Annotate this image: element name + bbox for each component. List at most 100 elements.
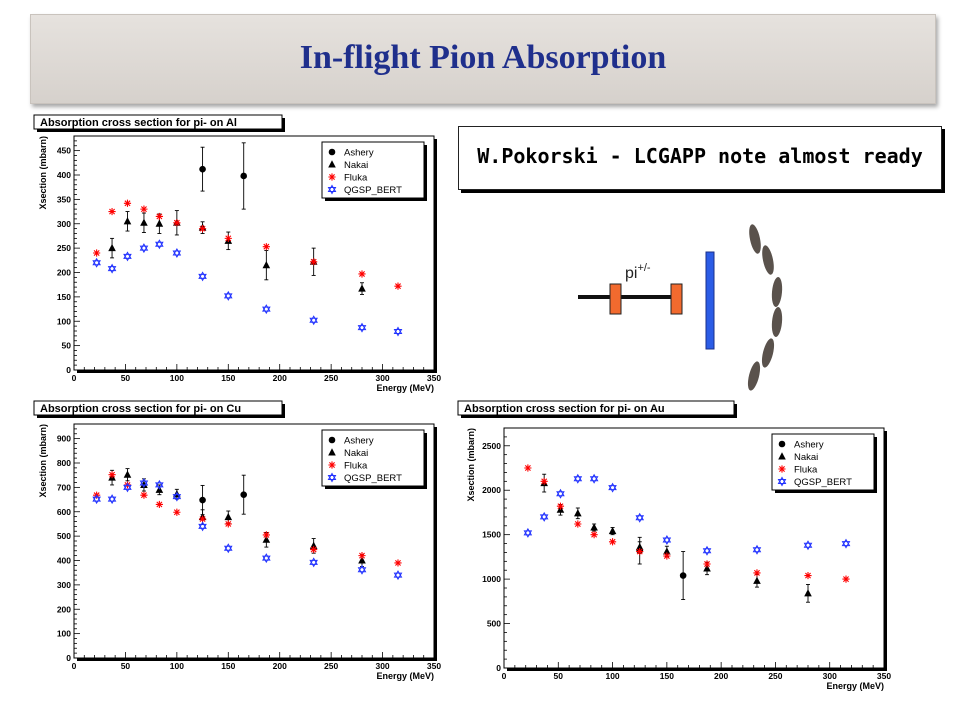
data-point-qgsp-bert — [702, 545, 712, 554]
data-point-qgsp-bert — [309, 557, 318, 565]
y-tick-label: 500 — [57, 531, 71, 541]
data-point-qgsp-bert — [107, 263, 117, 272]
data-point-ashery — [240, 172, 248, 180]
data-point-qgsp-bert — [92, 494, 101, 502]
data-point-qgsp-bert — [556, 488, 565, 497]
data-point-qgsp-bert — [523, 530, 533, 538]
data-point-nakai — [358, 284, 366, 292]
legend-label-fluka: Fluka — [794, 465, 818, 476]
y-tick-label: 700 — [57, 482, 71, 492]
data-point-qgsp-bert — [393, 326, 403, 334]
legend-label-fluka: Fluka — [344, 173, 368, 184]
data-point-qgsp-bert — [123, 253, 132, 262]
data-point-qgsp-bert — [139, 480, 149, 489]
data-point-qgsp-bert — [123, 484, 132, 493]
data-point-qgsp-bert — [573, 473, 583, 482]
data-point-nakai — [635, 542, 644, 551]
data-point-fluka — [358, 552, 366, 560]
x-axis-label: Energy (MeV) — [376, 383, 434, 393]
x-tick-label: 200 — [273, 373, 287, 383]
y-axis-label: Xsection (mbarn) — [466, 428, 476, 502]
x-tick-label: 300 — [375, 373, 389, 383]
chart-cu: Absorption cross section for pi- on Cu 0 5… — [33, 400, 441, 681]
scintillator-5 — [761, 338, 775, 368]
series-fluka — [93, 471, 402, 567]
y-tick-label: 200 — [57, 604, 71, 614]
scintillator-1 — [749, 224, 761, 254]
chart-au: Absorption cross section for pi- on Au 0 5… — [457, 400, 891, 691]
data-point-qgsp-bert — [309, 315, 318, 323]
x-tick-label: 250 — [768, 671, 782, 681]
data-point-qgsp-bert — [107, 266, 117, 274]
chart-title-box — [33, 400, 283, 416]
data-point-qgsp-bert — [752, 547, 762, 555]
legend-marker-ashery — [328, 436, 336, 444]
legend-marker-qgsp-bert — [327, 184, 337, 192]
data-point-fluka — [663, 552, 671, 560]
data-point-nakai — [108, 243, 116, 252]
series-qgsp-bert — [92, 239, 403, 337]
y-tick-label: 900 — [57, 434, 71, 444]
data-point-qgsp-bert — [702, 548, 712, 556]
y-tick-label: 150 — [57, 292, 71, 302]
x-tick-label: 0 — [72, 661, 77, 671]
x-axis-label: Energy (MeV) — [376, 671, 434, 681]
setup-diagram: pi+/- — [578, 224, 783, 391]
x-axis-label: Energy (MeV) — [826, 681, 884, 691]
data-point-fluka — [310, 258, 318, 266]
data-point-ashery — [199, 165, 206, 173]
data-point-nakai — [224, 512, 233, 521]
data-point-fluka — [753, 569, 761, 577]
x-tick-label: 350 — [877, 671, 891, 681]
y-tick-label: 2000 — [482, 485, 501, 495]
data-point-qgsp-bert — [803, 540, 813, 548]
legend-marker-qgsp-bert — [777, 479, 787, 487]
chart-title-box — [457, 400, 735, 416]
legend-label-nakai: Nakai — [344, 448, 368, 459]
data-point-nakai — [663, 547, 671, 555]
data-point-qgsp-bert — [123, 251, 132, 259]
data-point-ashery — [240, 491, 248, 498]
legend-label-nakai: Nakai — [344, 160, 368, 171]
note-text: W.Pokorski - LCGAPP note almost ready — [477, 144, 923, 168]
legend-marker-qgsp-bert — [327, 472, 337, 480]
x-tick-label: 50 — [121, 373, 131, 383]
data-point-qgsp-bert — [223, 545, 233, 554]
x-tick-label: 100 — [170, 661, 184, 671]
data-point-qgsp-bert — [752, 544, 762, 553]
data-point-nakai — [703, 564, 711, 572]
legend-marker-nakai — [328, 448, 336, 456]
legend-marker-fluka — [328, 173, 336, 181]
chart-title: Absorption cross section for pi- on Au — [464, 403, 665, 415]
data-point-qgsp-bert — [608, 485, 617, 493]
note-box: W.Pokorski - LCGAPP note almost ready — [458, 126, 942, 190]
y-axis-label: Xsection (mbarn) — [38, 136, 48, 210]
legend-box — [321, 429, 425, 487]
data-point-nakai — [574, 509, 582, 517]
data-point-nakai — [262, 260, 271, 269]
y-tick-label: 300 — [57, 580, 71, 590]
x-tick-label: 100 — [605, 671, 619, 681]
data-point-fluka — [358, 270, 366, 278]
y-tick-label: 200 — [57, 268, 71, 278]
data-point-fluka — [173, 508, 181, 516]
data-point-qgsp-bert — [262, 553, 271, 561]
data-point-qgsp-bert — [107, 494, 117, 502]
y-tick-label: 500 — [487, 619, 501, 629]
x-tick-label: 150 — [221, 661, 235, 671]
data-point-fluka — [608, 538, 617, 546]
y-axis-label: Xsection (mbarn) — [38, 424, 48, 498]
x-tick-label: 0 — [502, 671, 507, 681]
series-ashery — [199, 142, 248, 210]
legend-marker-fluka — [328, 461, 336, 469]
data-point-fluka — [262, 531, 270, 539]
y-tick-label: 1000 — [482, 574, 501, 584]
data-point-qgsp-bert — [92, 496, 101, 505]
x-tick-label: 200 — [273, 661, 287, 671]
data-point-fluka — [155, 212, 163, 221]
title-bar: In-flight Pion Absorption — [30, 14, 936, 104]
x-tick-label: 50 — [121, 661, 131, 671]
data-point-fluka — [224, 234, 232, 242]
y-tick-label: 400 — [57, 170, 71, 180]
data-point-fluka — [173, 219, 181, 227]
